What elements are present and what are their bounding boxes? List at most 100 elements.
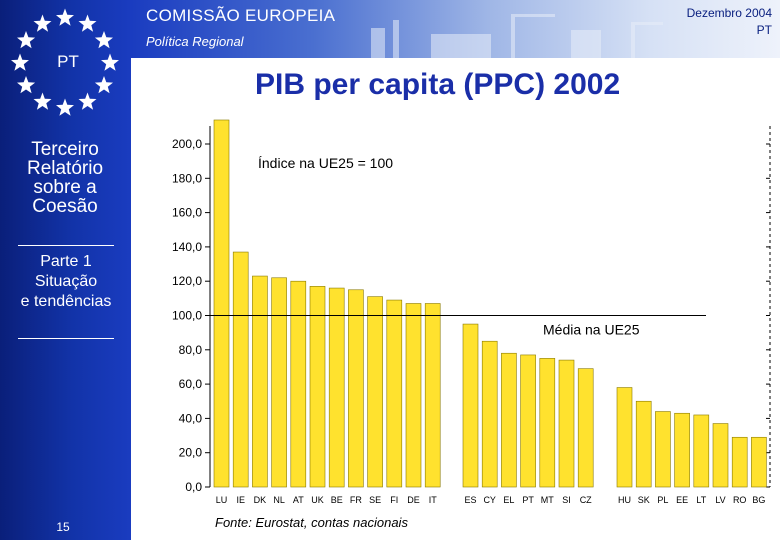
index-note: Índice na UE25 = 100	[258, 155, 393, 171]
x-tick-label: IT	[429, 495, 438, 505]
bar	[655, 411, 671, 488]
divider	[18, 245, 114, 246]
x-tick-label: RO	[733, 495, 747, 505]
header-banner	[131, 0, 780, 58]
y-tick-label: 140,0	[172, 240, 202, 254]
sidebar: PT Terceiro Relatório sobre a Coesão Par…	[0, 0, 131, 540]
x-tick-label: IE	[236, 495, 245, 505]
y-tick-label: 100,0	[172, 309, 202, 323]
bar	[271, 277, 287, 488]
y-tick-label: 0,0	[185, 480, 202, 494]
bar	[520, 354, 536, 488]
x-tick-label: HU	[618, 495, 631, 505]
page-number: 15	[56, 520, 70, 534]
bar	[674, 412, 690, 488]
x-tick-label: UK	[311, 495, 324, 505]
x-tick-label: MT	[541, 495, 554, 505]
page-title: PIB per capita (PPC) 2002	[255, 68, 621, 101]
language-code: PT	[756, 23, 772, 37]
bar	[751, 436, 767, 488]
y-tick-label: 20,0	[179, 446, 203, 460]
source-note: Fonte: Eurostat, contas nacionais	[215, 515, 408, 530]
star-icon	[56, 8, 74, 26]
x-tick-label: ES	[464, 495, 476, 505]
date-label: Dezembro 2004 PT	[687, 5, 772, 39]
part-title-line: e tendências	[20, 293, 112, 310]
bar	[348, 289, 364, 488]
star-icon	[101, 53, 119, 71]
x-tick-label: SE	[369, 495, 381, 505]
part-title-line: Situação	[34, 273, 98, 290]
reference-line-label: Média na UE25	[543, 322, 640, 338]
x-tick-label: DE	[407, 495, 420, 505]
y-tick-label: 160,0	[172, 206, 202, 220]
report-title-line: Terceiro	[31, 139, 99, 160]
x-tick-label: LU	[216, 495, 228, 505]
star-icon	[17, 31, 36, 49]
bar	[367, 296, 383, 488]
bar	[424, 303, 441, 488]
x-tick-label: PT	[522, 495, 534, 505]
bar	[539, 358, 556, 488]
x-tick-label: BE	[331, 495, 343, 505]
bar	[558, 359, 575, 488]
bar	[232, 251, 249, 488]
department-name: Política Regional	[146, 34, 244, 49]
y-tick-label: 60,0	[179, 377, 203, 391]
report-title-line: Relatório	[26, 158, 104, 179]
y-tick-label: 180,0	[172, 171, 202, 185]
x-tick-label: SI	[562, 495, 571, 505]
bar	[501, 352, 517, 488]
star-icon	[78, 14, 97, 32]
y-tick-label: 40,0	[179, 411, 203, 425]
bar	[712, 423, 729, 488]
x-tick-label: FR	[350, 495, 362, 505]
bar	[386, 299, 403, 488]
bar	[731, 436, 748, 488]
x-tick-label: DK	[254, 495, 267, 505]
bar	[328, 287, 345, 488]
date-text: Dezembro 2004	[686, 6, 772, 20]
bar	[309, 286, 326, 488]
bar	[635, 400, 652, 488]
harbour-skyline-image	[371, 14, 663, 58]
x-tick-label: LV	[715, 495, 725, 505]
bar	[290, 280, 307, 488]
x-tick-label: EL	[503, 495, 514, 505]
x-tick-label: SK	[638, 495, 650, 505]
y-tick-label: 120,0	[172, 274, 202, 288]
part-title-line: Parte 1	[40, 253, 92, 270]
star-icon	[94, 31, 113, 49]
report-title-line: sobre a	[33, 177, 97, 198]
bar	[462, 323, 479, 488]
x-tick-label: CY	[483, 495, 496, 505]
star-icon	[33, 14, 52, 32]
x-tick-label: AT	[293, 495, 304, 505]
bar	[616, 387, 633, 488]
bar	[252, 275, 268, 488]
part-title: Parte 1 Situação e tendências	[4, 252, 128, 312]
bar	[693, 414, 710, 488]
x-tick-label: NL	[273, 495, 285, 505]
y-tick-label: 80,0	[179, 343, 203, 357]
bar	[481, 340, 498, 488]
bar	[213, 119, 230, 488]
x-tick-label: PL	[657, 495, 668, 505]
divider	[18, 338, 114, 339]
report-title: Terceiro Relatório sobre a Coesão	[6, 140, 124, 216]
star-icon	[94, 76, 113, 94]
x-tick-label: LT	[696, 495, 706, 505]
star-icon	[17, 76, 36, 94]
star-icon	[78, 92, 97, 110]
x-tick-label: BG	[752, 495, 765, 505]
report-title-line: Coesão	[32, 196, 98, 217]
star-icon	[56, 98, 74, 116]
eu-flag-stars	[11, 8, 119, 116]
x-tick-label: FI	[390, 495, 398, 505]
country-code: PT	[57, 52, 79, 71]
organization-name: COMISSÃO EUROPEIA	[146, 6, 336, 25]
x-tick-label: EE	[676, 495, 688, 505]
bar	[405, 303, 422, 488]
bar	[577, 368, 594, 488]
